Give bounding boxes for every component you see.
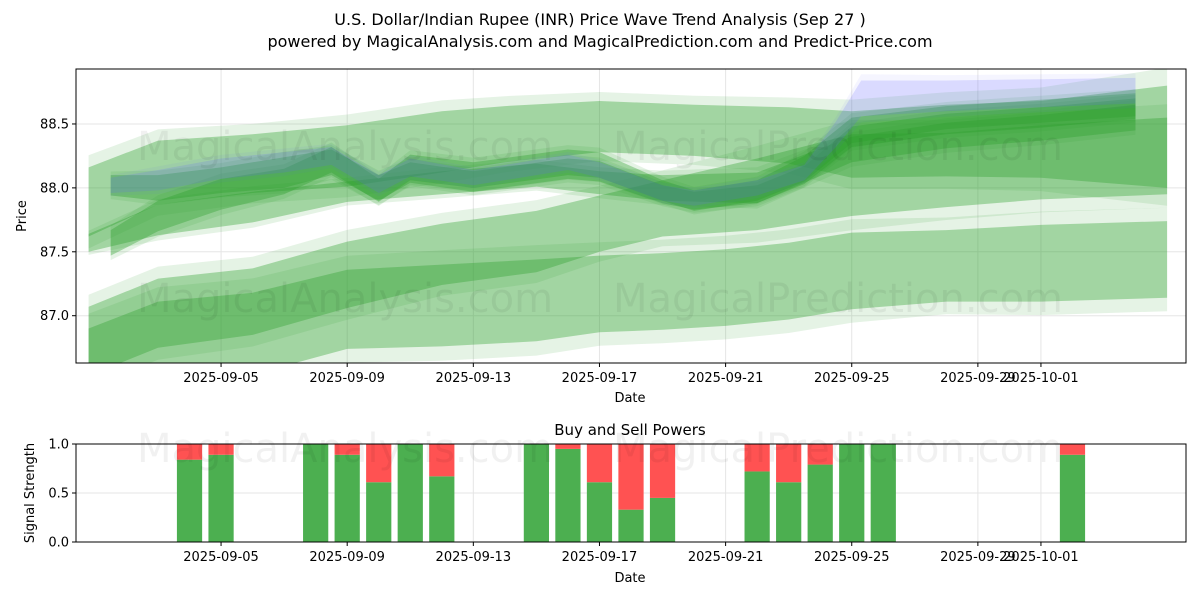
- buy-bar: [1059, 454, 1086, 542]
- price-y-tick-label: 87.0: [40, 309, 69, 324]
- price-band-halo-wide-middle-band: [88, 104, 1168, 363]
- buy-bar: [870, 444, 896, 542]
- power-y-axis: 0.0 0.5 1.0: [48, 438, 76, 551]
- power-x-tick-label: 2025-09-09: [309, 550, 385, 565]
- buy-bar: [744, 471, 770, 542]
- power-x-axis-label: Date: [614, 571, 645, 586]
- price-band-mid-rising-band: [88, 104, 1136, 252]
- price-band-wave-projection-blue: [110, 77, 1136, 206]
- power-x-tick-label: 2025-09-17: [562, 550, 638, 565]
- power-x-tick-label: 2025-09-21: [688, 550, 764, 565]
- price-band-wave-main: [110, 98, 1136, 210]
- sell-bar: [618, 444, 644, 510]
- price-plot-frame: [75, 68, 1187, 364]
- buy-bar: [586, 482, 613, 542]
- price-band-halo-wide-lower-band: [88, 207, 1168, 363]
- price-x-tick-label: 2025-10-01: [1003, 371, 1079, 386]
- buy-bar: [303, 444, 329, 542]
- price-x-tick-label: 2025-09-09: [309, 371, 385, 386]
- price-x-tick-label: 2025-09-13: [436, 371, 512, 386]
- power-y-tick-label: 0.0: [48, 536, 69, 551]
- sell-bar: [776, 444, 802, 483]
- watermark-left-3: MagicalAnalysis.com: [137, 426, 553, 472]
- power-x-tick-label: 2025-09-29: [940, 550, 1016, 565]
- buy-bar: [776, 482, 802, 542]
- buy-bar: [429, 476, 455, 542]
- price-band-wide-upper-band: [88, 85, 1168, 237]
- power-y-tick-label: 1.0: [48, 438, 69, 453]
- power-y-axis-label: Signal Strength: [23, 443, 38, 543]
- price-x-axis-label: Date: [614, 391, 645, 406]
- buy-bar: [555, 448, 581, 542]
- price-band-halo-wave-main: [110, 94, 1136, 213]
- price-x-tick-label: 2025-09-17: [562, 371, 638, 386]
- buy-bar: [208, 454, 234, 542]
- buy-bar: [618, 509, 644, 542]
- price-y-axis-label: Price: [15, 200, 30, 232]
- chart-title: U.S. Dollar/Indian Rupee (INR) Price Wav…: [334, 10, 866, 29]
- power-x-axis: 2025-09-05 2025-09-09 2025-09-13 2025-09-17…: [183, 542, 1079, 565]
- price-y-axis: 87.0 87.5 88.0 88.5: [40, 117, 76, 324]
- price-y-tick-label: 87.5: [40, 245, 69, 260]
- price-x-tick-label: 2025-09-25: [814, 371, 890, 386]
- price-band-wide-middle-band: [88, 117, 1168, 363]
- buy-bar: [839, 444, 865, 542]
- power-x-tick-label: 2025-09-13: [436, 550, 512, 565]
- price-band-wide-lower-band: [88, 221, 1168, 363]
- power-x-tick-label: 2025-09-25: [814, 550, 890, 565]
- buy-bar: [176, 459, 203, 542]
- sell-bar: [649, 444, 676, 498]
- price-band-halo-mid-rising-band: [88, 100, 1136, 255]
- buy-bar: [397, 444, 423, 542]
- watermark-right-3: MagicalPrediction.com: [613, 426, 1063, 472]
- price-band-halo-wave-projection-blue: [110, 73, 1136, 209]
- watermark-right: MagicalPrediction.com: [613, 124, 1063, 170]
- buy-bar: [649, 497, 676, 542]
- power-x-tick-label: 2025-10-01: [1003, 550, 1079, 565]
- buy-bar: [807, 464, 833, 542]
- power-x-tick-label: 2025-09-05: [183, 550, 259, 565]
- buy-bar: [523, 444, 550, 542]
- watermark-left: MagicalAnalysis.com: [137, 124, 553, 170]
- watermark-right-2: MagicalPrediction.com: [613, 276, 1063, 322]
- price-x-tick-label: 2025-09-29: [940, 371, 1016, 386]
- power-y-tick-label: 0.5: [48, 487, 69, 502]
- power-chart-title: Buy and Sell Powers: [554, 421, 706, 439]
- price-x-tick-label: 2025-09-05: [183, 371, 259, 386]
- price-band-wave-alt: [110, 93, 1136, 256]
- price-y-tick-label: 88.5: [40, 117, 69, 132]
- sell-bar: [334, 444, 360, 455]
- power-bars: [176, 444, 1086, 542]
- sell-bar: [366, 444, 392, 483]
- sell-bar: [1059, 444, 1086, 455]
- sell-bar: [176, 444, 203, 460]
- sell-bar: [807, 444, 833, 465]
- price-band-halo-wide-upper-band: [88, 69, 1168, 249]
- sell-bar: [429, 444, 455, 477]
- chart-subtitle: powered by MagicalAnalysis.com and Magic…: [267, 32, 933, 51]
- price-y-tick-label: 88.0: [40, 181, 69, 196]
- sell-bar: [208, 444, 234, 455]
- buy-bar: [334, 454, 360, 542]
- price-band-halo-wave-alt: [110, 89, 1136, 261]
- price-gridlines: [76, 69, 1186, 363]
- price-x-axis: 2025-09-05 2025-09-09 2025-09-13 2025-09-17…: [183, 363, 1079, 386]
- buy-bar: [366, 482, 392, 542]
- sell-bar: [555, 444, 581, 449]
- sell-bar: [744, 444, 770, 472]
- price-x-tick-label: 2025-09-21: [688, 371, 764, 386]
- price-bands: [88, 69, 1168, 363]
- watermark-left-2: MagicalAnalysis.com: [137, 276, 553, 322]
- sell-bar: [586, 444, 613, 483]
